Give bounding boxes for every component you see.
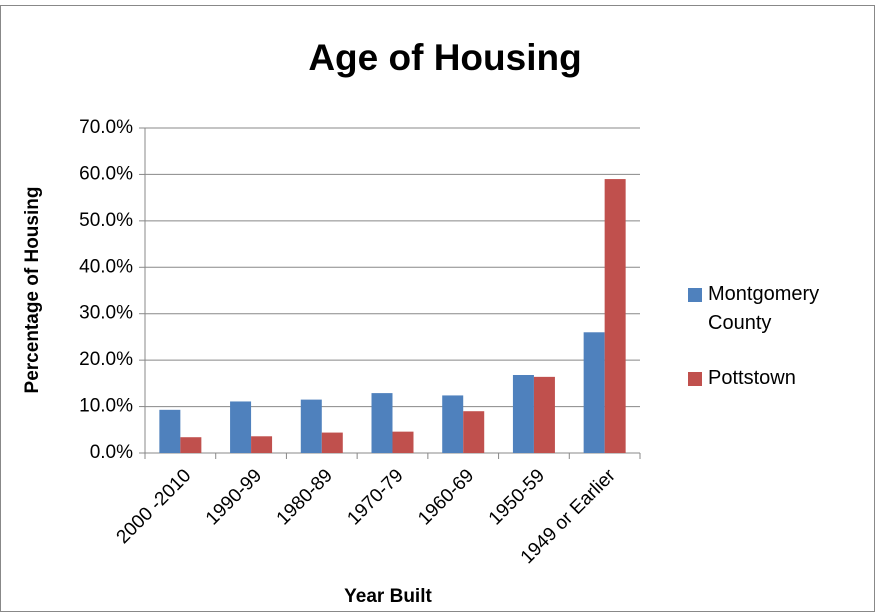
y-tick-label: 40.0% xyxy=(79,256,133,277)
bar xyxy=(230,401,252,453)
bar xyxy=(463,411,485,453)
x-tick-label: 1960-69 xyxy=(414,465,478,529)
x-tick-label: 2000 -2010 xyxy=(113,465,196,548)
legend-label: Montgomery County xyxy=(708,283,820,334)
chart-title: Age of Housing xyxy=(308,37,581,78)
bar xyxy=(512,375,534,453)
bar xyxy=(371,393,393,453)
x-tick-label: 1970-79 xyxy=(343,465,407,529)
bar xyxy=(251,436,273,453)
bar xyxy=(159,409,181,453)
bar xyxy=(180,437,202,453)
bar xyxy=(583,332,605,453)
legend-label: Pottstown xyxy=(708,367,796,389)
legend-swatch xyxy=(688,372,702,386)
x-tick-label: 1950-59 xyxy=(485,465,549,529)
legend-item: Pottstown xyxy=(688,364,838,393)
x-tick-label: 1980-89 xyxy=(273,465,337,529)
x-axis-label: Year Built xyxy=(344,586,432,607)
bar xyxy=(392,431,414,453)
y-axis-label: Percentage of Housing xyxy=(22,187,43,394)
y-tick-label: 0.0% xyxy=(90,442,133,463)
y-tick-label: 60.0% xyxy=(79,163,133,184)
x-tick-label: 1990-99 xyxy=(202,465,266,529)
legend-item: Montgomery County xyxy=(688,280,838,338)
y-tick-label: 50.0% xyxy=(79,210,133,231)
y-tick-label: 30.0% xyxy=(79,303,133,324)
bar xyxy=(300,399,322,453)
legend: Montgomery County Pottstown xyxy=(688,280,838,419)
legend-swatch xyxy=(688,288,702,302)
y-tick-label: 70.0% xyxy=(79,117,133,138)
y-tick-label: 10.0% xyxy=(79,396,133,417)
bar xyxy=(604,179,626,454)
bar xyxy=(442,395,464,453)
chart-border xyxy=(0,5,875,612)
bar xyxy=(533,376,555,453)
bar xyxy=(321,432,343,453)
y-tick-label: 20.0% xyxy=(79,349,133,370)
